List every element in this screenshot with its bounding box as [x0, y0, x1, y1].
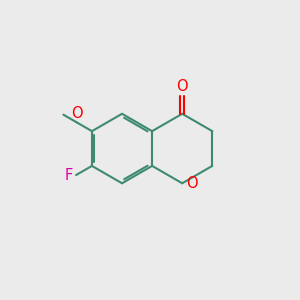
Text: F: F	[65, 167, 73, 182]
Text: O: O	[186, 176, 198, 191]
Text: O: O	[71, 106, 82, 121]
Text: O: O	[176, 79, 188, 94]
